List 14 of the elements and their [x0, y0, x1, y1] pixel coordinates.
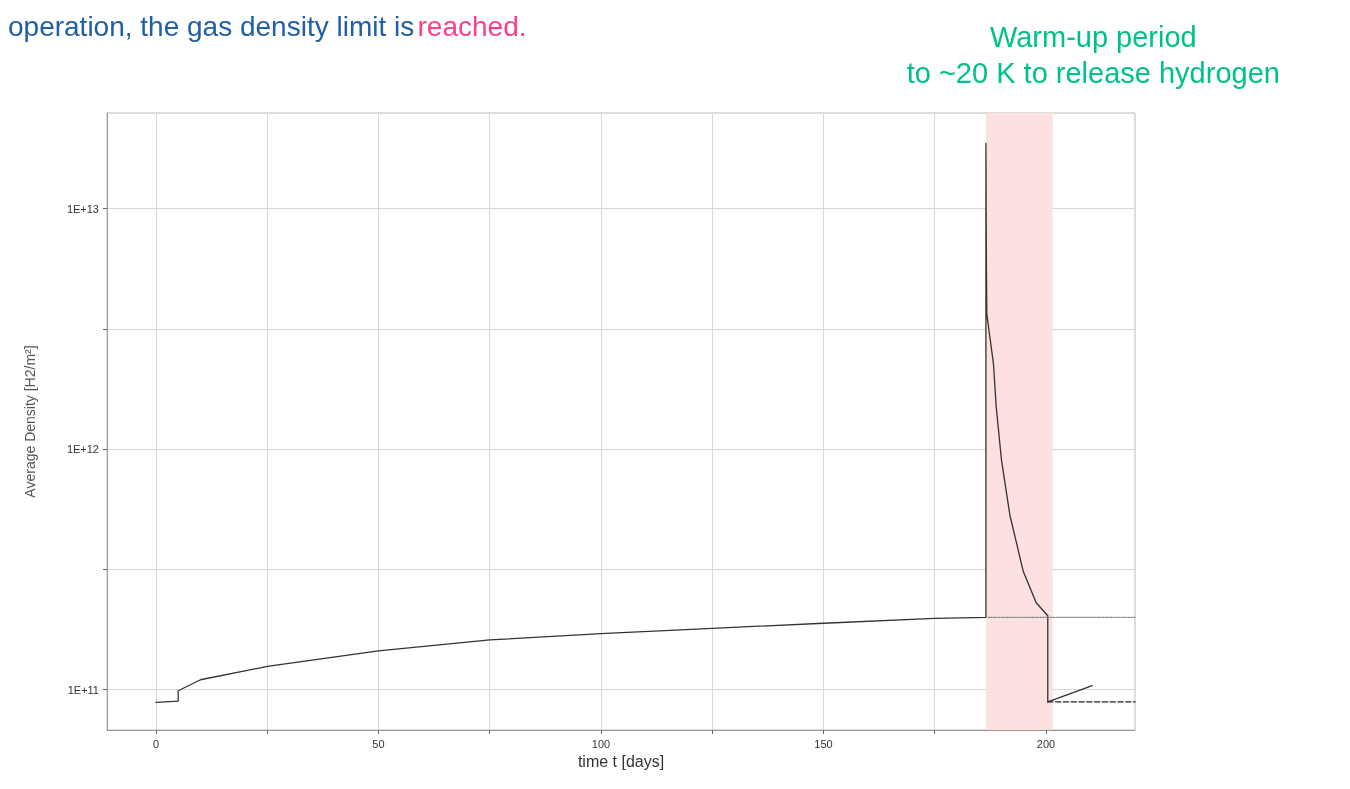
x-tick-label: 100 [591, 737, 611, 750]
y-axis-title: Average Density [H2/m²] [22, 345, 38, 498]
x-tick-label: 150 [814, 737, 833, 750]
x-tick-label: 200 [1036, 737, 1056, 750]
text: operation, the gas density limit is [8, 10, 415, 42]
y-tick-label: 1E+13 [66, 202, 99, 215]
x-tick-label: 50 [372, 737, 385, 750]
x-axis-title: time t [days] [577, 753, 665, 771]
text: reached. [417, 10, 527, 42]
y-tick-label: 1E+12 [66, 443, 99, 456]
y-tick-label: 1E+11 [67, 683, 99, 696]
band-label: Warm-up period to ~20 K to release hydrogen [906, 21, 1280, 89]
line-series [155, 142, 1093, 704]
x-tick-label: 0 [152, 737, 160, 750]
